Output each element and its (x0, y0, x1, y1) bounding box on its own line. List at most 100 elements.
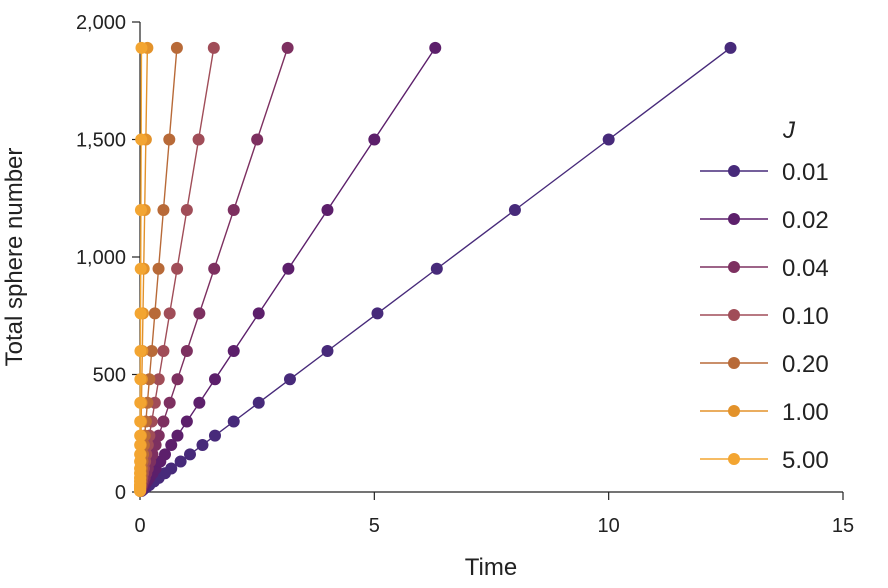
legend-marker (728, 453, 740, 465)
data-point (134, 345, 147, 357)
data-point (174, 455, 187, 468)
y-tick-label: 0 (115, 482, 126, 504)
x-tick-label: 5 (369, 515, 380, 537)
data-point (724, 41, 737, 54)
y-tick-label: 500 (93, 365, 126, 387)
legend-title: J (782, 117, 796, 144)
data-point (157, 204, 170, 216)
series-layer (134, 41, 737, 497)
data-point (134, 448, 147, 461)
y-tick-label: 2,000 (76, 12, 126, 34)
x-tick-label: 10 (598, 515, 620, 537)
series-5.00 (134, 41, 148, 497)
x-tick-label: 0 (134, 515, 145, 537)
axis-ticks: 0 5 10 15 0 500 1,000 1,500 2,000 (76, 12, 854, 537)
legend-label: 0.02 (782, 207, 829, 234)
data-point (152, 262, 165, 275)
data-point (163, 307, 176, 320)
data-point (252, 307, 265, 320)
data-point (283, 373, 296, 386)
data-point (165, 462, 178, 475)
legend-label: 0.10 (782, 303, 829, 330)
legend-marker (728, 213, 740, 225)
data-point (148, 307, 161, 320)
data-point (165, 439, 178, 451)
x-axis-title: Time (465, 554, 517, 581)
data-point (170, 41, 183, 54)
data-point (227, 204, 240, 216)
data-point (180, 415, 193, 428)
data-point (368, 133, 381, 146)
legend-item: 0.04 (700, 255, 829, 282)
data-point (171, 262, 184, 275)
data-point (371, 307, 384, 320)
legend-item: 0.01 (700, 159, 829, 186)
data-point (207, 41, 220, 54)
legend-label: 0.20 (782, 351, 829, 378)
y-axis-title: Total sphere number (1, 148, 28, 367)
legend-label: 0.01 (782, 159, 829, 186)
data-point (227, 415, 240, 428)
legend-marker (728, 261, 740, 273)
data-point (163, 396, 176, 409)
legend-marker (728, 309, 740, 321)
legend-label: 1.00 (782, 399, 829, 426)
data-point (152, 373, 165, 386)
data-point (135, 133, 148, 146)
axes (139, 22, 843, 493)
x-tick-label: 15 (832, 515, 854, 537)
legend-marker (728, 165, 740, 177)
legend: J 0.01 0.02 0.04 0.10 0.20 1.00 5.00 (700, 117, 829, 474)
data-point (134, 204, 147, 216)
data-point (508, 204, 521, 216)
legend-item: 0.10 (700, 303, 829, 330)
data-point (321, 204, 334, 216)
data-point (251, 133, 264, 146)
data-point (602, 133, 615, 146)
data-point (134, 373, 147, 386)
data-point (134, 307, 147, 320)
data-point (134, 262, 147, 275)
data-point (157, 415, 170, 428)
data-point (252, 396, 265, 409)
data-point (152, 429, 165, 442)
y-tick-label: 1,500 (76, 130, 126, 152)
data-point (135, 41, 148, 54)
legend-item: 5.00 (700, 447, 829, 474)
data-point (193, 396, 206, 409)
data-point (134, 396, 147, 409)
data-point (134, 415, 147, 428)
data-point (321, 345, 334, 357)
legend-item: 0.02 (700, 207, 829, 234)
data-point (208, 262, 221, 275)
data-point (192, 133, 205, 146)
series-0.01 (135, 41, 737, 497)
legend-item: 0.20 (700, 351, 829, 378)
data-point (183, 448, 196, 461)
data-point (429, 41, 442, 54)
data-point (208, 429, 221, 442)
data-point (227, 345, 240, 357)
data-point (145, 345, 158, 357)
legend-item: 1.00 (700, 399, 829, 426)
data-point (208, 373, 221, 386)
data-point (134, 429, 147, 442)
data-point (430, 262, 443, 275)
legend-label: 5.00 (782, 447, 829, 474)
legend-marker (728, 405, 740, 417)
data-point (282, 262, 295, 275)
data-point (193, 307, 206, 320)
legend-label: 0.04 (782, 255, 829, 282)
data-point (171, 373, 184, 386)
data-point (157, 345, 170, 357)
data-point (159, 448, 171, 461)
data-point (180, 345, 193, 357)
data-point (196, 439, 209, 451)
legend-marker (728, 357, 740, 369)
data-point (171, 429, 184, 442)
data-point (134, 439, 147, 451)
data-point (281, 41, 294, 54)
data-point (163, 133, 176, 146)
data-point (180, 204, 193, 216)
